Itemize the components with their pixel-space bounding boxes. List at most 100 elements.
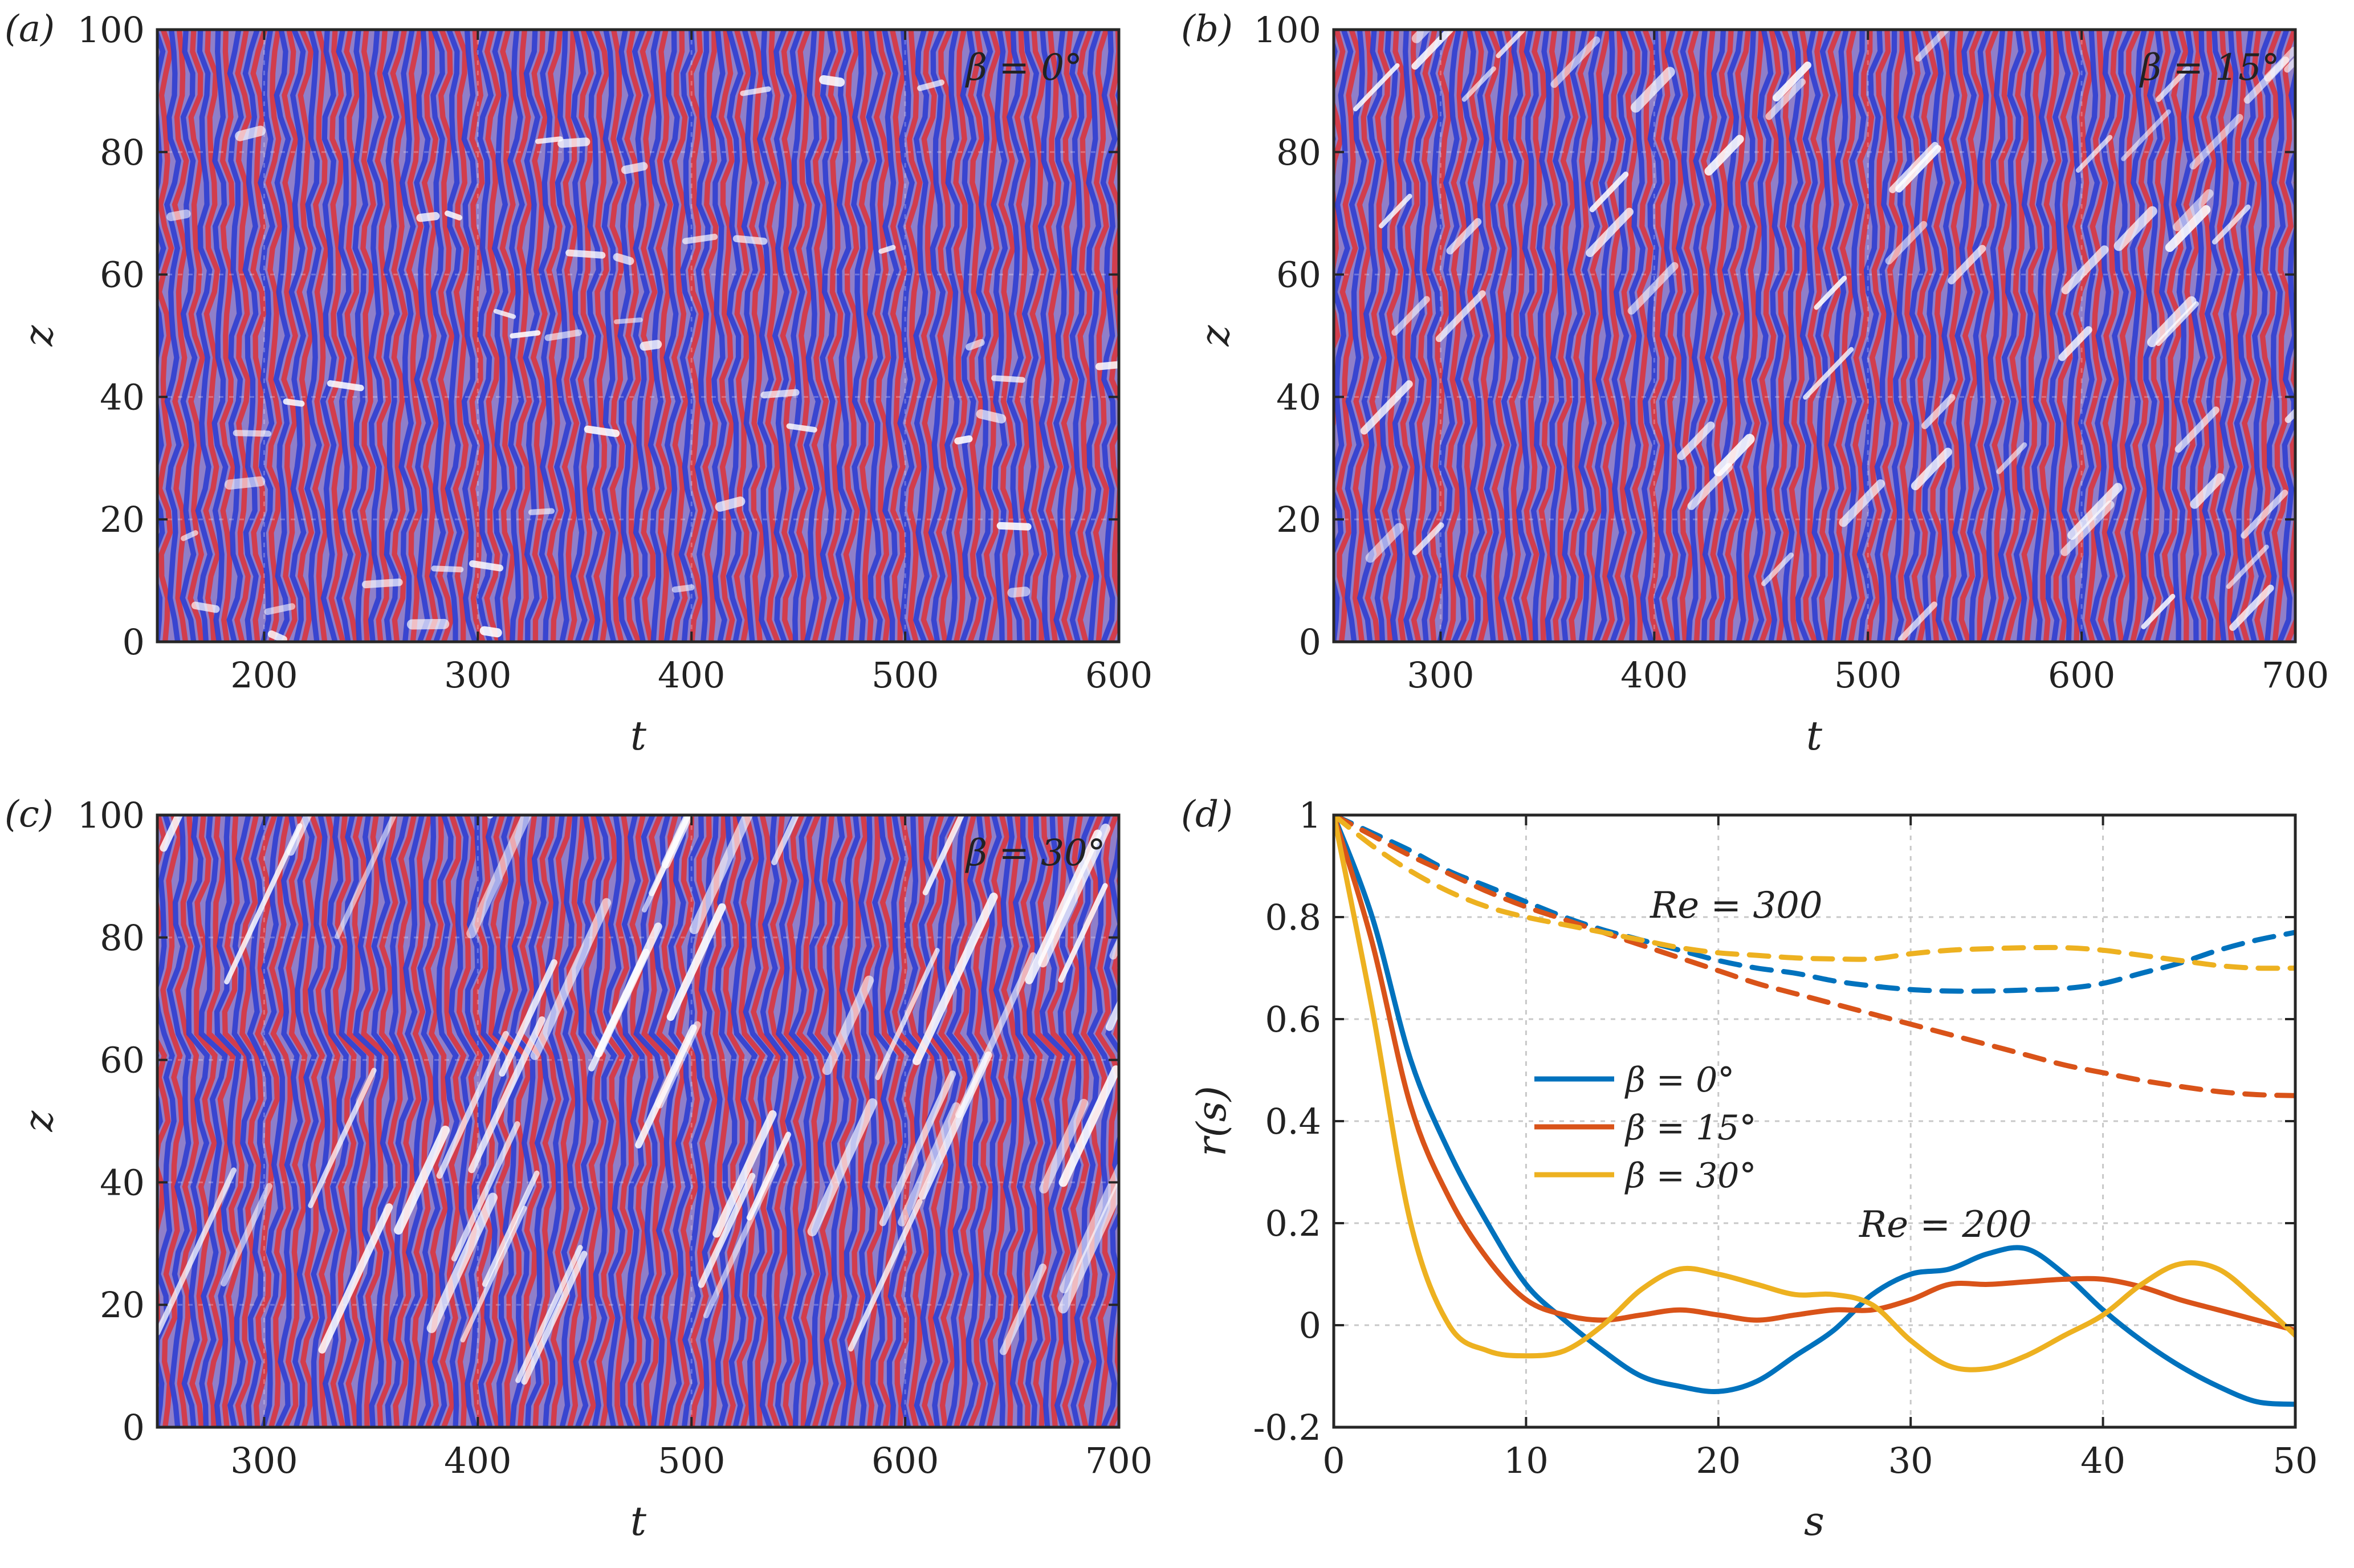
heatmap-stripe-positive — [1158, 30, 1170, 642]
heatmap-stripe-negative — [2185, 30, 2210, 642]
heatmap-stripe-positive — [206, 815, 236, 1427]
heatmap-defect-streak — [224, 476, 266, 490]
heatmap-stripe-negative — [1672, 30, 1694, 642]
heatmap-stripe-negative — [1840, 30, 1867, 642]
heatmap-stripe-positive — [671, 30, 689, 642]
heatmap-stripe-negative — [913, 30, 931, 642]
heatmap-stripe-negative — [1951, 30, 1977, 642]
heatmap-stripe-positive — [129, 815, 149, 1427]
heatmap-stripe-positive — [2161, 30, 2189, 642]
x-tick-label: 40 — [2080, 1440, 2125, 1481]
heatmap-stripe-positive — [1819, 30, 1844, 642]
heatmap-stripe-negative — [385, 815, 414, 1427]
heatmap-stripe-positive — [2053, 30, 2079, 642]
heatmap-stripe-positive — [2351, 30, 2354, 642]
heatmap-stripe-negative — [398, 30, 416, 642]
heatmap-stripe-positive — [1492, 30, 1514, 642]
heatmap-stripe-positive — [1898, 30, 1921, 642]
heatmap-stripe-negative — [1085, 30, 1102, 642]
heatmap-defect-streak — [1435, 290, 1486, 343]
heatmap-stripe-negative — [2172, 30, 2194, 642]
heatmap-stripe-negative — [1594, 30, 1617, 642]
heatmap-defect-streak — [1379, 193, 1412, 229]
heatmap-stripe-positive — [596, 815, 625, 1427]
heatmap-stripe-positive — [315, 815, 341, 1427]
heatmap-stripe-positive — [253, 815, 280, 1427]
heatmap-stripe-negative — [429, 30, 447, 642]
y-tick-label: 0.6 — [1265, 999, 1321, 1040]
heatmap-stripe-positive — [1298, 30, 1310, 642]
heatmap-stripe-positive — [767, 815, 794, 1427]
heatmap-stripe-positive — [986, 815, 1012, 1427]
heatmap-stripe-positive — [1958, 30, 1985, 642]
heatmap-stripe-positive — [1352, 30, 1375, 642]
heatmap-stripe-positive — [2304, 30, 2326, 642]
heatmap-stripe-positive — [1173, 30, 1185, 642]
heatmap-stripe-positive — [1943, 30, 1968, 642]
heatmap-stripe-negative — [382, 30, 400, 642]
heatmap-stripe-negative — [1009, 815, 1036, 1427]
heatmap-stripe-negative — [2329, 30, 2347, 642]
heatmap-stripe-negative — [803, 30, 821, 642]
heatmap-defect-streak — [166, 209, 191, 221]
heatmap-stripe-positive — [1741, 30, 1764, 642]
heatmap-stripe-negative — [366, 30, 385, 642]
panel-d: (d) 0 10 20 30 40 50-0.200.20.40.60.81 Re = 3… — [1181, 793, 2318, 1545]
heatmap-defect-streak — [521, 1251, 588, 1385]
legend-label: β = 0° — [1624, 1060, 1734, 1100]
heatmap-stripe-positive — [936, 30, 954, 642]
heatmap-stripe-positive — [1266, 30, 1278, 642]
heatmap-stripe-positive — [577, 30, 596, 642]
heatmap-stripe-negative — [1733, 30, 1757, 642]
heatmap-defect-streak — [1630, 67, 1675, 113]
heatmap-stripe-negative — [1403, 30, 1431, 642]
heatmap-stripe-negative — [1039, 815, 1070, 1427]
heatmap-stripe-negative — [1701, 30, 1727, 642]
heatmap-stripe-negative — [558, 815, 581, 1427]
y-tick-label: 80 — [1276, 132, 1321, 173]
heatmap-stripe-positive — [998, 30, 1016, 642]
panel-c-xlabel: t — [630, 1498, 647, 1545]
heatmap-stripe-negative — [1980, 30, 2006, 642]
heatmap-stripe-negative — [979, 815, 1004, 1427]
heatmap-stripe-negative — [788, 30, 806, 642]
heatmap-stripe-negative — [1167, 815, 1191, 1427]
heatmap-stripe-negative — [226, 30, 244, 642]
heatmap-stripe-positive — [2021, 30, 2047, 642]
heatmap-defect-streak — [955, 952, 1037, 1118]
heatmap-stripe-positive — [98, 815, 121, 1427]
heatmap-stripe-negative — [181, 815, 210, 1427]
heatmap-stripe-positive — [393, 815, 422, 1427]
heatmap-defect-streak — [819, 75, 845, 87]
heatmap-defect-streak — [1704, 135, 1744, 176]
x-tick-label: 300 — [230, 1440, 298, 1481]
y-tick-label: 60 — [100, 1040, 145, 1081]
panel-a-annotation: β = 0° — [965, 47, 1082, 89]
heatmap-stripe-negative — [1904, 30, 1931, 642]
heatmap-stripe-negative — [402, 815, 427, 1427]
heatmap-stripe-positive — [1251, 30, 1263, 642]
heatmap-defect-streak — [2241, 489, 2288, 539]
heatmap-defect-streak — [848, 1199, 923, 1352]
heatmap-stripe-positive — [624, 30, 642, 642]
heatmap-stripe-negative — [884, 815, 915, 1427]
heatmap-stripe-negative — [73, 30, 84, 642]
heatmap-stripe-negative — [1811, 30, 1836, 642]
heatmap-stripe-positive — [671, 815, 701, 1427]
heatmap-defect-streak — [1496, 30, 1527, 59]
heatmap-stripe-negative — [2217, 30, 2239, 642]
axes-a: 200 300 400 500 600 0 20 40 60 80 100 — [78, 9, 1153, 696]
heatmap-stripe-negative — [75, 815, 96, 1427]
heatmap-b — [1334, 30, 2354, 642]
heatmap-stripe-positive — [1974, 30, 1999, 642]
heatmap-stripe-negative — [2090, 30, 2116, 642]
heatmap-stripe-negative — [336, 30, 353, 642]
heatmap-defect-streak — [530, 898, 612, 1060]
y-tick-label: 20 — [100, 1284, 145, 1326]
heatmap-defect-streak — [898, 1102, 960, 1227]
x-tick-label: 10 — [1504, 1440, 1549, 1481]
heatmap-stripe-positive — [1095, 815, 1119, 1427]
x-tick-label: 600 — [2048, 654, 2115, 696]
heatmap-defect-streak — [2284, 56, 2295, 73]
